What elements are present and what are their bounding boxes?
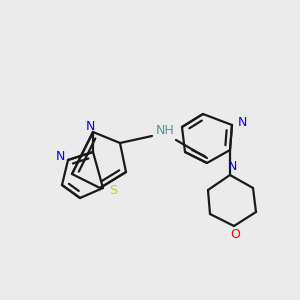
Text: N: N [237,116,247,130]
Text: S: S [109,184,117,196]
Text: NH: NH [156,124,174,136]
Text: N: N [227,160,237,173]
Text: N: N [55,149,65,163]
Text: O: O [230,229,240,242]
Text: N: N [85,119,95,133]
